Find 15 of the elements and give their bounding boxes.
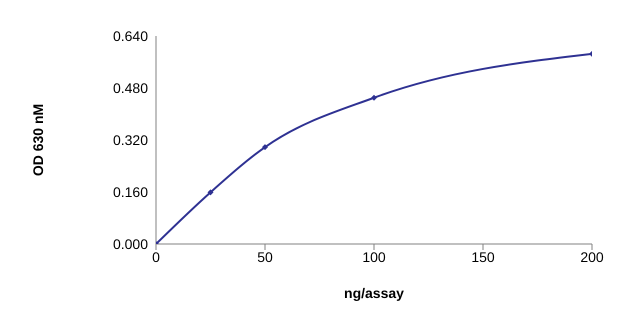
y-tick-label: 0.640	[112, 28, 148, 44]
x-tick-label: 100	[362, 248, 386, 265]
point	[208, 189, 214, 196]
y-tick-label: 0.480	[112, 80, 148, 96]
y-tick-label: 0.000	[112, 236, 148, 252]
point	[371, 94, 377, 101]
point	[262, 144, 268, 150]
x-axis-title: ng/assay	[344, 285, 404, 301]
x-tick-label: 50	[257, 248, 273, 265]
y-tick-label: 0.160	[112, 184, 148, 200]
x-tick-label: 150	[471, 248, 495, 265]
y-axis-title: OD 630 nM	[30, 104, 46, 176]
x-tick-label: 200	[580, 248, 604, 265]
x-tick-label: 0	[152, 248, 160, 265]
y-tick-label: 0.320	[112, 132, 148, 148]
